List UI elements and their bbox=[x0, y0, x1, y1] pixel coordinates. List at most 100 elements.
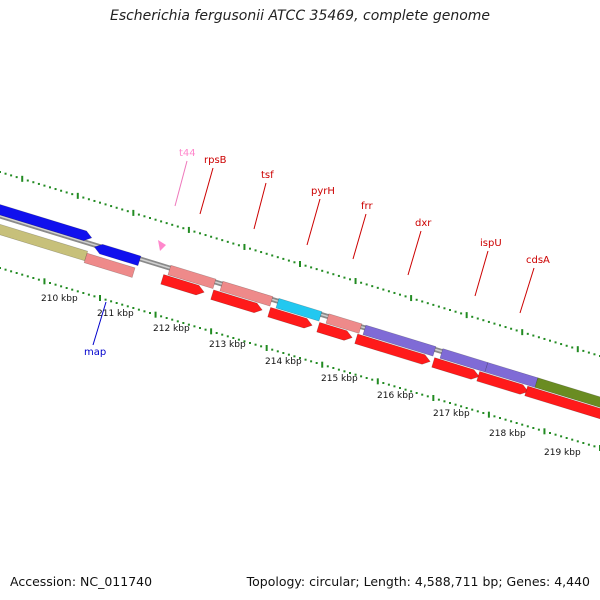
lower-track-tick bbox=[99, 295, 101, 301]
upper-track-tick bbox=[515, 329, 518, 332]
kbp-label-219: 219 kbp bbox=[544, 448, 581, 458]
upper-track-tick bbox=[237, 244, 240, 247]
lower-track-tick bbox=[160, 315, 163, 318]
lower-track-tick bbox=[426, 395, 429, 398]
upper-track-tick bbox=[443, 307, 446, 310]
upper-track-tick bbox=[304, 264, 307, 267]
lower-track-tick bbox=[249, 342, 251, 344]
gene-red-1 bbox=[160, 274, 205, 296]
upper-track-tick bbox=[271, 254, 274, 257]
upper-track-tick bbox=[349, 278, 351, 281]
upper-track-tick bbox=[0, 171, 1, 173]
leader-line-ispU bbox=[474, 250, 489, 297]
upper-track-tick bbox=[204, 234, 207, 237]
lower-track-tick bbox=[232, 337, 235, 339]
lower-track-tick bbox=[0, 267, 1, 269]
upper-track-tick bbox=[554, 341, 557, 344]
lower-track-tick bbox=[265, 345, 268, 351]
upper-track-tick bbox=[582, 349, 585, 352]
gene-features bbox=[0, 202, 600, 422]
upper-track-tick bbox=[276, 256, 279, 259]
lower-track-tick bbox=[126, 305, 129, 308]
gene-label-frr: frr bbox=[361, 201, 373, 212]
lower-track-tick bbox=[549, 432, 551, 434]
upper-track-tick bbox=[171, 223, 174, 226]
upper-track-tick bbox=[454, 310, 457, 313]
lower-track-tick bbox=[321, 361, 324, 368]
gene-dxr bbox=[362, 324, 437, 357]
lower-track-tick bbox=[349, 372, 351, 374]
lower-track-tick bbox=[504, 418, 507, 421]
leader-line-t44 bbox=[174, 160, 188, 207]
upper-track-tick bbox=[310, 266, 313, 269]
lower-track-tick bbox=[521, 423, 524, 426]
upper-track-tick bbox=[265, 252, 268, 255]
gene-red-8 bbox=[524, 385, 600, 422]
lower-track-tick bbox=[493, 415, 496, 418]
upper-track-tick bbox=[337, 274, 340, 277]
gene-blue-upper bbox=[0, 202, 93, 241]
upper-track-tick bbox=[199, 232, 201, 235]
upper-track-tick bbox=[504, 326, 507, 329]
upper-track-tick bbox=[482, 319, 485, 322]
upper-track-tick bbox=[54, 188, 57, 191]
upper-track-tick bbox=[32, 181, 35, 184]
upper-track-tick bbox=[432, 303, 435, 306]
upper-track-tick bbox=[254, 249, 257, 252]
lower-track-tick bbox=[193, 325, 196, 328]
position-labels: 210 kbp 211 kbp 212 kbp 213 kbp 214 kbp … bbox=[41, 294, 581, 458]
lower-track-tick bbox=[537, 428, 540, 431]
upper-track-tick bbox=[4, 172, 7, 175]
upper-track-tick bbox=[215, 237, 218, 240]
upper-track-tick bbox=[182, 227, 185, 230]
upper-track-tick bbox=[132, 209, 135, 216]
leader-line-map bbox=[92, 301, 107, 346]
upper-track-tick bbox=[115, 206, 118, 209]
lower-track-tick bbox=[515, 422, 518, 424]
feature-track-group bbox=[0, 202, 600, 422]
upper-track-tick bbox=[487, 320, 490, 323]
upper-track-tick bbox=[315, 268, 318, 271]
lower-track-tick bbox=[260, 345, 263, 348]
lower-track-tick bbox=[365, 377, 368, 379]
upper-track-tick bbox=[149, 217, 151, 219]
upper-track-tick bbox=[176, 225, 179, 228]
lower-track-tick bbox=[15, 272, 18, 274]
leader-line-pyrH bbox=[306, 198, 321, 246]
lower-track-tick bbox=[410, 390, 413, 393]
leader-line-rpsB bbox=[199, 167, 214, 215]
kbp-label-211: 211 kbp bbox=[97, 309, 134, 319]
upper-track-tick bbox=[143, 215, 146, 218]
upper-track-tick bbox=[10, 174, 13, 177]
gene-labels: t44 rpsB tsf pyrH frr dxr ispU cdsA map bbox=[84, 148, 550, 358]
lower-track-tick bbox=[226, 335, 229, 338]
lower-track-tick bbox=[387, 383, 390, 386]
lower-track-tick bbox=[32, 277, 35, 279]
lower-track-tick bbox=[476, 410, 479, 413]
upper-track-tick bbox=[537, 336, 540, 339]
gene-label-ispU: ispU bbox=[480, 238, 502, 249]
lower-track-tick bbox=[171, 318, 174, 321]
gene-label-cdsA: cdsA bbox=[526, 255, 550, 266]
lower-track-tick bbox=[460, 405, 463, 408]
upper-track-tick bbox=[343, 276, 346, 279]
upper-track-tick bbox=[510, 327, 513, 330]
label-leaders bbox=[92, 160, 535, 346]
lower-track-tick bbox=[382, 382, 385, 384]
upper-track-tick bbox=[249, 247, 251, 250]
lower-track-tick bbox=[82, 292, 85, 294]
lower-track-tick bbox=[199, 327, 201, 329]
lower-track-tick bbox=[243, 340, 246, 343]
lower-track-tick bbox=[287, 353, 290, 356]
upper-track-tick bbox=[365, 283, 368, 286]
lower-track-tick bbox=[376, 378, 379, 385]
gene-red-4 bbox=[316, 322, 353, 341]
gene-red-7 bbox=[476, 371, 529, 395]
gene-red-5 bbox=[354, 333, 431, 365]
genome-summary-text: Topology: circular; Length: 4,588,711 bp… bbox=[246, 574, 590, 589]
upper-track-tick bbox=[387, 290, 390, 293]
lower-track-tick bbox=[437, 398, 440, 401]
gene-label-t44: t44 bbox=[179, 148, 196, 159]
upper-track-tick bbox=[471, 315, 474, 318]
